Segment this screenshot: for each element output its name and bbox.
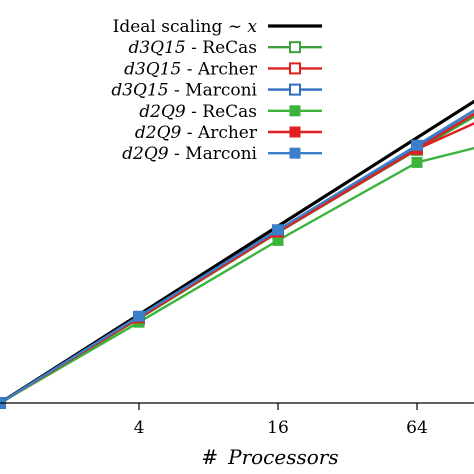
legend-entry-4: d2Q9 - ReCas — [139, 102, 322, 122]
legend-label-2: d3Q15 - Archer — [124, 59, 258, 79]
legend-label-model-2: d3Q15 — [124, 59, 181, 79]
legend-entry-1: d3Q15 - ReCas — [128, 38, 322, 58]
series-line-4 — [0, 146, 474, 405]
data-point-4-3 — [411, 156, 423, 168]
data-point-4-2 — [272, 234, 284, 246]
legend-label-machine-1: - ReCas — [186, 38, 257, 58]
marker-layer — [0, 139, 423, 409]
x-tick-label-0: 4 — [134, 418, 145, 438]
legend-label-model-5: d2Q9 — [135, 123, 182, 143]
legend-marker-4 — [289, 105, 301, 117]
legend-label-0: Ideal scaling ∼ x — [113, 17, 258, 37]
legend-label-machine-4: - ReCas — [186, 102, 257, 122]
legend-label-model-3: d3Q15 — [111, 81, 168, 101]
legend-marker-6 — [289, 147, 301, 159]
legend-label-4: d2Q9 - ReCas — [139, 102, 257, 122]
legend-label-model-4: d2Q9 — [139, 102, 186, 122]
legend-entry-0: Ideal scaling ∼ x — [113, 17, 322, 37]
legend-label-machine-5: - Archer — [181, 123, 257, 143]
legend-marker-1 — [289, 41, 301, 54]
legend-label-model-1: d3Q15 — [128, 38, 185, 58]
legend-entry-3: d3Q15 - Marconi — [111, 81, 322, 101]
x-axis-ticks: 4 16 64 — [134, 403, 428, 438]
legend-marker-5 — [289, 126, 301, 138]
x-axis-label-text: Processors — [227, 445, 339, 469]
legend-label-text-0: Ideal scaling ∼ — [113, 17, 248, 37]
x-tick-label-2: 64 — [406, 418, 428, 438]
legend-label-model-6: d2Q9 — [122, 144, 169, 164]
legend-label-var-0: x — [247, 17, 257, 37]
legend-entry-5: d2Q9 - Archer — [135, 123, 322, 143]
legend-label-1: d3Q15 - ReCas — [128, 38, 257, 58]
legend-marker-3 — [289, 83, 301, 96]
legend-label-5: d2Q9 - Archer — [135, 123, 258, 143]
x-tick-label-1: 16 — [267, 418, 289, 438]
data-point-6-1 — [133, 310, 145, 322]
legend-marker-2 — [289, 62, 301, 75]
legend-entry-2: d3Q15 - Archer — [124, 59, 322, 79]
legend-label-machine-3: - Marconi — [169, 81, 258, 101]
legend-entry-6: d2Q9 - Marconi — [122, 144, 322, 164]
data-point-6-3 — [411, 139, 423, 151]
legend-label-machine-6: - Marconi — [169, 144, 258, 164]
legend-label-6: d2Q9 - Marconi — [122, 144, 257, 164]
data-point-6-2 — [272, 224, 284, 236]
legend-label-3: d3Q15 - Marconi — [111, 81, 257, 101]
x-axis-label-symbol: # — [201, 445, 218, 469]
legend-label-machine-2: - Archer — [181, 59, 257, 79]
x-axis-label: # Processors — [201, 445, 338, 469]
